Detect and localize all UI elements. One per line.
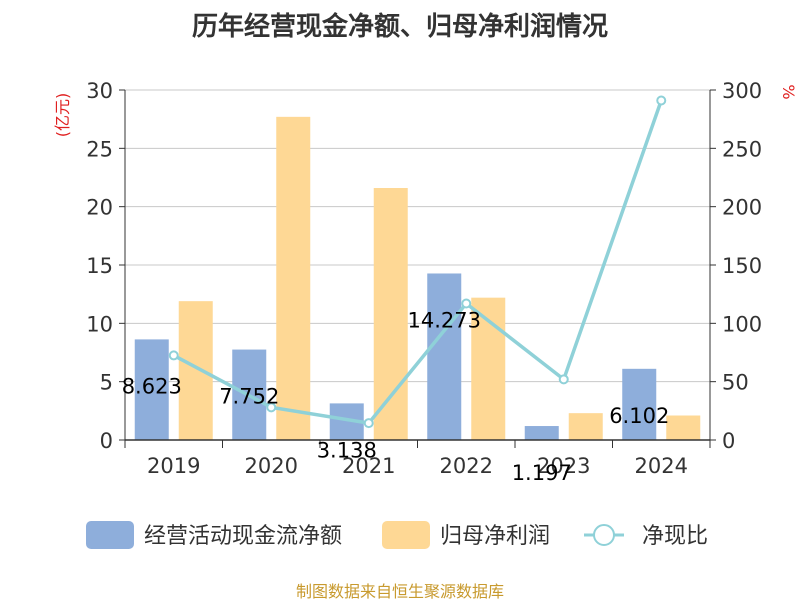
x-tick-label: 2024 (635, 454, 688, 478)
bar-net-profit (178, 301, 213, 440)
bar-cashflow (524, 426, 559, 440)
left-tick-label: 10 (86, 312, 113, 336)
right-tick-label: 150 (722, 254, 762, 278)
left-tick-label: 0 (100, 429, 113, 453)
legend: 经营活动现金流净额 归母净利润 净现比 (86, 521, 708, 549)
bar-net-profit (666, 415, 701, 440)
ratio-point (168, 350, 179, 361)
cashflow-data-label: 7.752 (219, 385, 279, 409)
ratio-point (558, 374, 569, 385)
right-tick-label: 50 (722, 371, 749, 395)
x-tick-label: 2022 (440, 454, 493, 478)
bar-cashflow (134, 339, 169, 440)
bar-net-profit (373, 188, 408, 440)
bar-net-profit (568, 413, 603, 440)
cashflow-data-label: 6.102 (609, 404, 669, 428)
right-tick-label: 200 (722, 196, 762, 220)
ratio-line-layer (168, 95, 667, 429)
bar-net-profit (276, 116, 311, 440)
cashflow-data-label: 8.623 (122, 374, 182, 398)
left-tick-label: 5 (100, 371, 113, 395)
right-tick-label: 300 (722, 79, 762, 103)
ratio-point (266, 402, 277, 413)
cashflow-data-label: 14.273 (408, 308, 481, 332)
ratio-point (363, 418, 374, 429)
cashflow-data-label: 1.197 (512, 461, 572, 485)
axes-layer: 0 0 5 50 10 100 15 150 20 200 25 250 30 300 (亿元)% 2019 2… (53, 79, 798, 478)
x-tick-label: 2021 (342, 454, 395, 478)
ratio-point (461, 298, 472, 309)
left-tick-label: 30 (86, 79, 113, 103)
left-tick-label: 15 (86, 254, 113, 278)
bar-cashflow (622, 368, 657, 440)
bar-cashflow (427, 273, 462, 440)
chart-title: 历年经营现金净额、归母净利润情况 (191, 12, 608, 42)
source-note: 制图数据来自恒生聚源数据库 (295, 582, 504, 601)
right-tick-label: 100 (722, 312, 762, 336)
legend-swatch-0 (86, 521, 134, 549)
right-axis-title: % (779, 84, 798, 99)
legend-label: 经营活动现金流净额 (144, 524, 342, 549)
ratio-point (656, 95, 667, 106)
data-labels-layer: 8.623 7.752 3.138 14.273 1.197 6.102 (122, 308, 670, 485)
x-tick-label: 2023 (537, 454, 590, 478)
right-tick-label: 0 (722, 429, 735, 453)
left-tick-label: 20 (86, 196, 113, 220)
right-tick-label: 250 (722, 137, 762, 161)
x-tick-label: 2020 (245, 454, 298, 478)
ratio-line (172, 99, 663, 425)
left-tick-label: 25 (86, 137, 113, 161)
left-axis-title: (亿元) (53, 93, 72, 138)
legend-swatch-1 (382, 521, 430, 549)
legend-label: 归母净利润 (440, 524, 550, 549)
x-tick-label: 2019 (147, 454, 200, 478)
legend-label: 净现比 (642, 524, 708, 549)
legend-marker (593, 524, 615, 546)
cashflow-data-label: 3.138 (317, 438, 377, 462)
